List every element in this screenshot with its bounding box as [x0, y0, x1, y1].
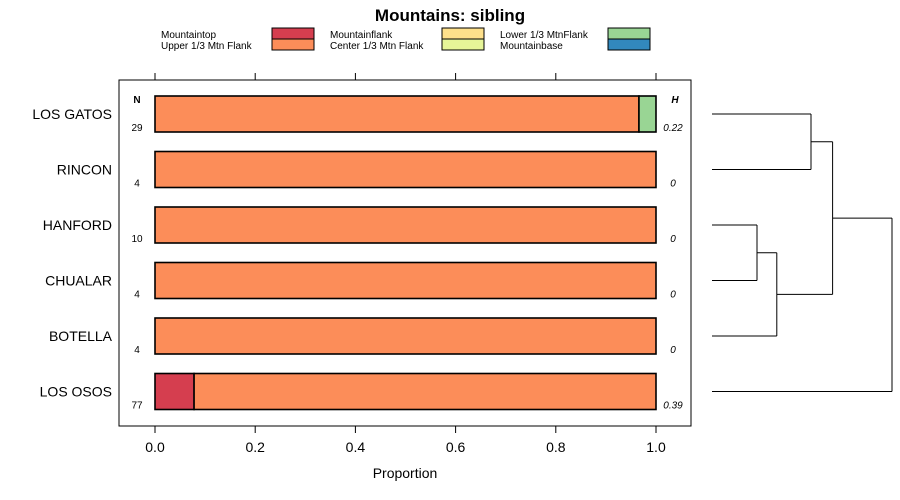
legend-swatch: [607, 38, 651, 51]
h-value: 0: [670, 179, 676, 190]
bar-segment: [154, 317, 657, 355]
n-column-header: N: [133, 95, 140, 106]
h-value: 0.39: [663, 401, 683, 412]
legend-swatch: [271, 27, 315, 40]
n-value: 77: [131, 401, 143, 412]
n-value: 4: [134, 290, 140, 301]
bar-segment: [193, 372, 657, 411]
x-tick-label: 0.8: [546, 439, 566, 455]
bar-segment: [638, 95, 657, 133]
legend-swatch: [607, 27, 651, 40]
bar-segment: [154, 150, 657, 189]
row-label: CHUALAR: [45, 273, 112, 289]
x-tick-label: 1.0: [646, 439, 666, 455]
bar-segment: [154, 206, 657, 244]
row-label: HANFORD: [43, 217, 112, 233]
row-label: RINCON: [57, 162, 112, 178]
legend-label: Mountaintop: [161, 30, 216, 41]
n-value: 10: [131, 234, 143, 245]
legend-swatch: [271, 38, 315, 51]
legend-swatch: [441, 27, 485, 40]
bar-segment: [154, 261, 657, 300]
plot-frame: [118, 79, 692, 427]
bar-segment: [154, 95, 640, 133]
legend-swatch: [441, 38, 485, 51]
n-value: 29: [131, 123, 143, 134]
n-value: 4: [134, 345, 140, 356]
legend-label: Center 1/3 Mtn Flank: [330, 41, 424, 52]
x-tick-label: 0.2: [245, 439, 265, 455]
row-label: LOS OSOS: [40, 384, 112, 400]
h-value: 0: [670, 234, 676, 245]
row-label: BOTELLA: [49, 328, 113, 344]
chart-title: Mountains: sibling: [375, 6, 525, 25]
x-tick-label: 0.4: [346, 439, 366, 455]
row-label: LOS GATOS: [32, 106, 112, 122]
h-value: 0: [670, 345, 676, 356]
h-column-header: H: [671, 95, 679, 106]
x-axis: 0.0 0.2 0.4 0.6 0.8 1.0: [145, 73, 666, 455]
n-value: 4: [134, 179, 140, 190]
dendrogram: [712, 113, 893, 392]
x-tick-label: 0.6: [446, 439, 466, 455]
bar-rows: LOS GATOS 29 0.22 RINCON 4 0 HANFORD 10 0 CHUALAR…: [32, 95, 683, 412]
h-value: 0.22: [663, 123, 683, 134]
legend-label: Mountainbase: [500, 41, 563, 52]
legend-label: Upper 1/3 Mtn Flank: [161, 41, 253, 52]
h-value: 0: [670, 290, 676, 301]
x-axis-title: Proportion: [373, 465, 438, 481]
legend-label: Mountainflank: [330, 30, 393, 41]
legend-label: Lower 1/3 MtnFlank: [500, 30, 589, 41]
x-tick-label: 0.0: [145, 439, 165, 455]
bar-segment: [154, 372, 195, 411]
